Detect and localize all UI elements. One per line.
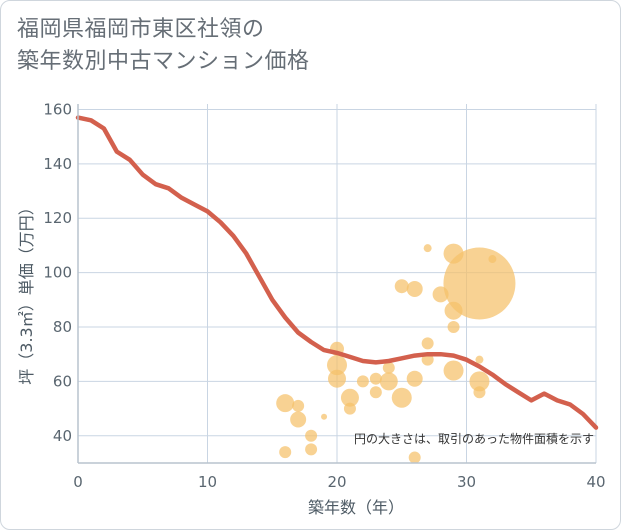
data-point-2 xyxy=(292,399,305,412)
y-tick-label-60: 60 xyxy=(53,372,72,390)
chart-title: 福岡県福岡市東区社領の 築年数別中古マンション価格 xyxy=(17,14,310,78)
size-note: 円の大きさは、取引のあった物件面積を示す xyxy=(354,431,594,446)
y-tick-label-140: 140 xyxy=(43,155,72,173)
bubbles xyxy=(276,243,516,464)
title-line-1: 福岡県福岡市東区社領の xyxy=(17,17,265,42)
y-tick-label-100: 100 xyxy=(43,264,72,282)
data-point-10 xyxy=(340,388,359,407)
y-tick-label-40: 40 xyxy=(53,427,72,445)
data-point-23 xyxy=(421,337,434,350)
data-point-33 xyxy=(473,386,486,399)
y-axis-label: 坪（3.3㎡）単価（万円） xyxy=(17,199,36,384)
data-point-30 xyxy=(443,247,516,320)
title-line-2: 築年数別中古マンション価格 xyxy=(17,49,310,74)
data-point-4 xyxy=(305,429,318,442)
data-point-20 xyxy=(406,370,423,387)
data-point-12 xyxy=(356,375,369,388)
data-point-11 xyxy=(343,402,356,415)
trend-line xyxy=(75,115,599,430)
data-point-8 xyxy=(327,355,347,376)
data-point-32 xyxy=(469,371,490,392)
data-point-17 xyxy=(394,279,409,294)
data-point-29 xyxy=(443,360,464,381)
data-point-19 xyxy=(406,280,423,297)
x-tick-label-0: 0 xyxy=(73,473,83,491)
x-axis-label: 築年数（年） xyxy=(308,498,404,517)
data-point-5 xyxy=(305,443,318,456)
data-point-18 xyxy=(391,387,412,408)
data-point-28 xyxy=(447,321,460,334)
x-tick-label-20: 20 xyxy=(327,473,346,491)
data-point-3 xyxy=(290,411,307,428)
data-point-21 xyxy=(408,451,421,464)
data-point-0 xyxy=(276,394,295,413)
grid xyxy=(77,104,597,463)
y-tick-label-160: 160 xyxy=(43,100,72,118)
data-point-1 xyxy=(279,446,292,459)
data-point-13 xyxy=(369,372,382,385)
y-tick-label-120: 120 xyxy=(43,209,72,227)
y-tick-label-80: 80 xyxy=(53,318,72,336)
x-tick-label-30: 30 xyxy=(457,473,476,491)
data-point-14 xyxy=(369,386,382,399)
data-point-15 xyxy=(382,361,395,374)
trend-line-group xyxy=(75,115,599,430)
tick-labels: 40 60 80 100 120 140 160 0 10 20 30 40 xyxy=(43,100,605,491)
data-point-9 xyxy=(328,369,346,388)
data-point-22 xyxy=(423,244,432,253)
data-point-6 xyxy=(321,413,328,420)
axes xyxy=(77,104,596,464)
x-tick-label-10: 10 xyxy=(198,473,217,491)
data-point-31 xyxy=(475,355,484,364)
x-tick-label-40: 40 xyxy=(586,473,605,491)
data-point-16 xyxy=(379,372,398,391)
data-point-34 xyxy=(488,255,497,264)
